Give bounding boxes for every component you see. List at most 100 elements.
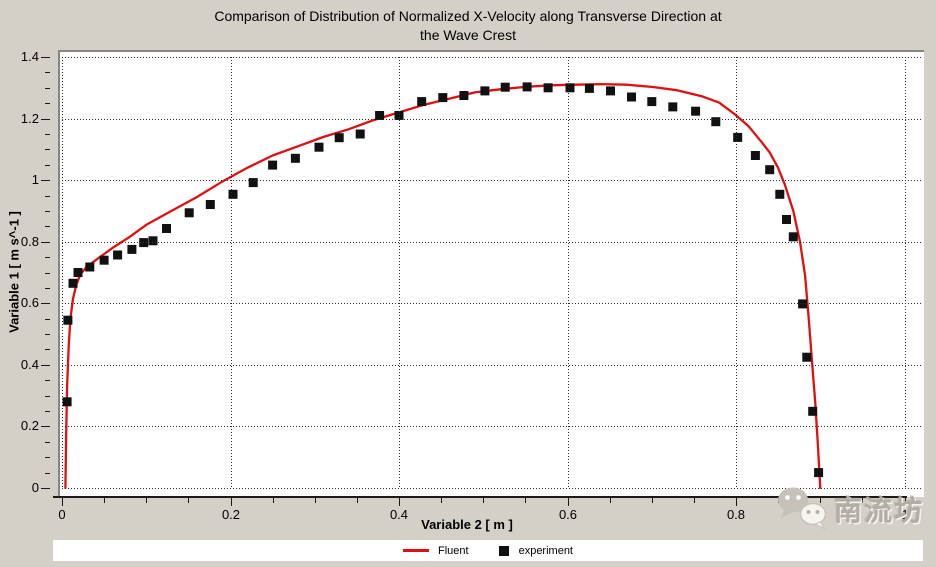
experiment-marker [750,151,760,160]
experiment-marker [500,82,510,92]
experiment-marker [113,250,123,260]
experiment-marker [375,111,385,120]
chart-canvas [62,82,824,490]
y-axis-minor-tick [45,88,50,89]
experiment-marker [184,208,194,218]
y-axis-minor-tick [45,288,50,289]
y-axis-minor-tick [45,196,50,197]
vertical-gridline [399,57,400,488]
experiment-marker [691,106,701,116]
experiment-marker [584,83,594,93]
y-tick-label: 1 [31,172,39,187]
horizontal-gridline [62,303,922,304]
y-axis-minor-tick [45,334,50,335]
x-axis-minor-tick [483,498,484,503]
experiment-marker [775,189,785,199]
y-axis-minor-tick [45,411,50,412]
experiment-marker [417,97,427,107]
experiment-marker [148,236,158,246]
y-tick-label: 0 [31,480,39,495]
experiment-marker [438,93,448,103]
chart-title-line2: the Wave Crest [420,27,516,43]
legend-experiment-square-swatch [498,545,509,556]
x-tick-label: 0.8 [726,507,746,522]
experiment-marker [99,255,109,265]
y-axis-title: Variable 1 [ m s^-1 ] [6,211,22,333]
y-tick-label: 0.4 [20,357,39,372]
x-axis-major-tick [231,498,232,506]
experiment-marker [565,83,575,93]
y-axis-minor-tick [45,72,50,73]
y-axis-major-tick [41,119,50,120]
x-axis-minor-tick [188,498,189,503]
chart-title: Comparison of Distribution of Normalized… [0,7,936,45]
vertical-gridline [568,57,569,488]
experiment-marker [85,262,95,272]
wechat-icon [778,487,827,530]
x-axis-title: Variable 2 [ m ] [421,517,513,532]
horizontal-gridline [62,57,922,58]
legend: Fluent experiment [53,540,923,561]
chart-title-line1: Comparison of Distribution of Normalized… [214,8,722,24]
horizontal-gridline [62,365,922,366]
x-axis-major-tick [568,498,569,506]
experiment-marker [627,92,636,102]
x-tick-label: 1 [901,507,909,522]
y-axis-major-tick [41,488,50,489]
y-tick-label: 0.8 [20,234,39,249]
experiment-marker [647,97,657,107]
experiment-marker [228,189,238,199]
y-axis-major-tick [41,57,50,58]
y-tick-label: 0.2 [20,418,39,433]
experiment-marker [480,86,490,96]
x-axis-minor-tick [694,498,695,503]
x-axis-minor-tick [146,498,147,503]
legend-experiment-label: experiment [518,544,573,557]
plot-area [58,50,924,497]
experiment-marker [765,165,775,175]
y-axis-minor-tick [45,211,50,212]
vertical-gridline [62,57,63,488]
vertical-gridline [905,57,906,488]
legend-fluent-line-swatch [403,549,429,552]
y-axis-major-tick [41,180,50,181]
horizontal-gridline [62,119,922,120]
experiment-marker [314,142,324,152]
y-axis-minor-tick [45,396,50,397]
x-axis-minor-tick [525,498,526,503]
y-axis-minor-tick [45,473,50,474]
x-axis-major-tick [399,498,400,506]
x-axis-major-tick [736,498,737,506]
experiment-marker [63,315,73,325]
y-axis-minor-tick [45,149,50,150]
horizontal-gridline [62,242,922,243]
vertical-gridline [231,57,232,488]
experiment-marker [162,224,171,233]
vertical-gridline [736,57,737,488]
legend-fluent-label: Fluent [438,544,469,557]
y-axis-minor-tick [45,257,50,258]
experiment-marker [355,129,365,139]
y-axis-major-tick [41,365,50,366]
y-axis-minor-tick [45,319,50,320]
y-axis-minor-tick [45,226,50,227]
experiment-marker [814,468,824,478]
fluent-curve [64,82,822,490]
y-axis-major-tick [41,303,50,304]
experiment-marker [127,244,137,254]
x-axis-minor-tick [441,498,442,503]
experiment-marker [68,278,78,288]
experiment-marker [522,82,532,92]
x-axis-minor-tick [315,498,316,503]
x-axis-minor-tick [820,498,821,503]
x-tick-label: 0.2 [221,507,241,522]
experiment-marker [290,153,300,163]
experiment-marker [711,117,721,127]
experiment-marker [802,352,812,362]
y-axis-minor-tick [45,349,50,350]
y-tick-label: 0.6 [20,295,39,310]
y-axis-minor-tick [45,103,50,104]
experiment-marker [808,406,818,416]
x-axis-minor-tick [862,498,863,503]
